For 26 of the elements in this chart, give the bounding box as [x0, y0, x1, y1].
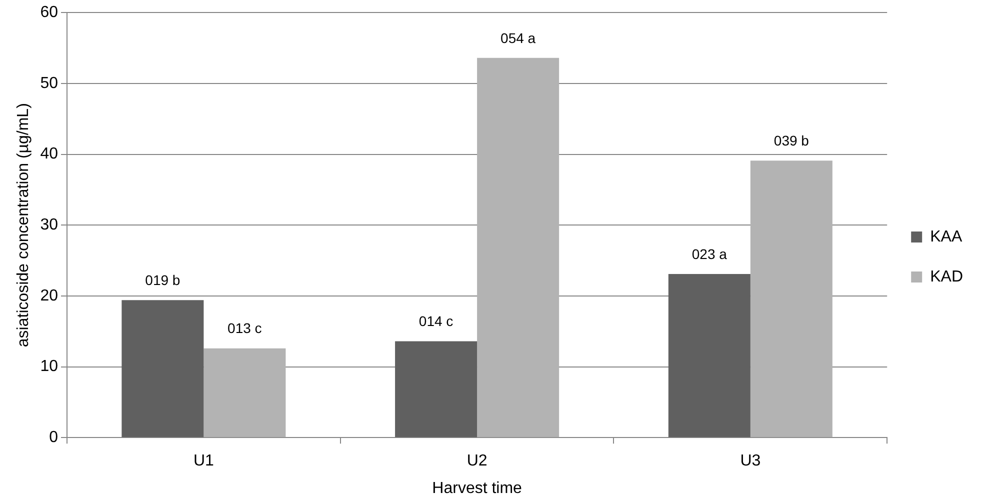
- data-label: 054 a: [500, 30, 536, 46]
- x-tick-label: U3: [740, 452, 761, 470]
- bar: [204, 348, 286, 438]
- data-label: 023 a: [692, 246, 728, 262]
- y-tick-label: 0: [49, 429, 58, 446]
- x-tick-label: U1: [193, 452, 214, 470]
- x-axis-title: Harvest time: [432, 480, 522, 497]
- y-tick-label: 60: [40, 4, 58, 22]
- data-label: 019 b: [145, 272, 180, 288]
- y-tick-label: 40: [40, 146, 58, 163]
- legend-label: KAA: [930, 228, 962, 246]
- y-tick-label: 50: [40, 74, 58, 92]
- y-tick-label: 30: [40, 216, 58, 234]
- data-label: 039 b: [774, 132, 810, 148]
- bar: [395, 341, 478, 438]
- data-label: 013 c: [228, 320, 262, 336]
- data-label: 014 c: [418, 313, 454, 330]
- y-tick-label: 20: [40, 287, 58, 304]
- bar: [122, 300, 204, 438]
- bar: [668, 274, 750, 438]
- y-axis-title: asiaticoside concentration (µg/mL): [15, 103, 32, 348]
- bar: [750, 160, 832, 438]
- y-tick-label: 10: [40, 358, 58, 376]
- legend-label: KAD: [930, 268, 964, 286]
- bar: [477, 58, 560, 438]
- x-tick-label: U2: [466, 452, 488, 470]
